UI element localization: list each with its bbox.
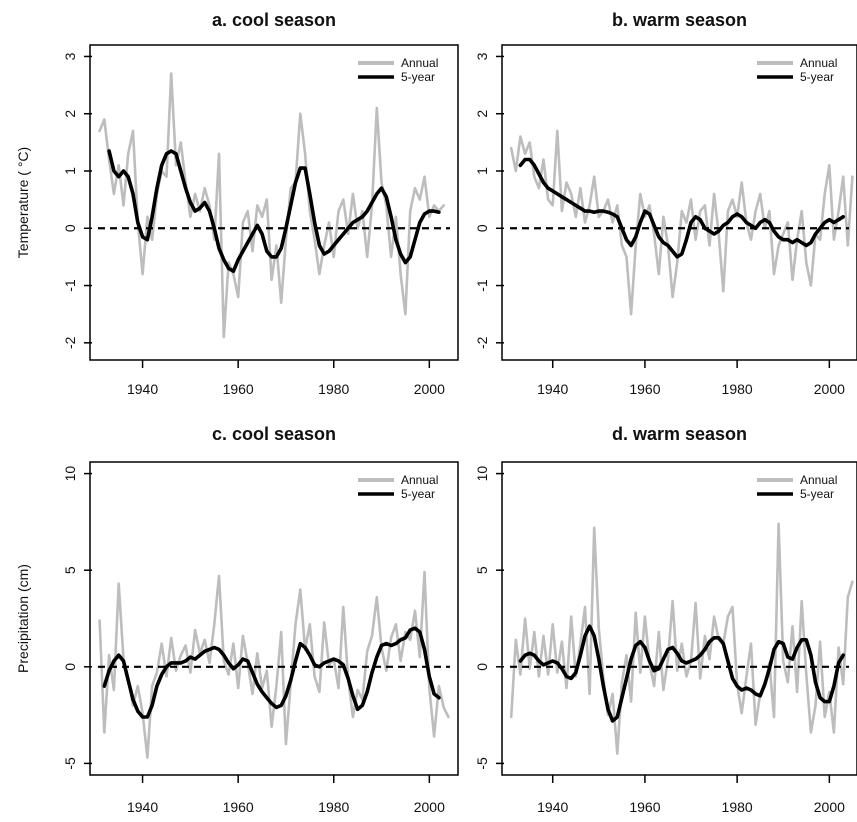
panel-title: c. cool season: [212, 424, 336, 444]
annual-series-line: [509, 522, 854, 756]
x-tick-label: 1980: [722, 381, 753, 397]
x-tick-label: 1980: [722, 799, 753, 815]
y-tick-label: 2: [474, 110, 490, 118]
x-tick-label: 2000: [414, 381, 445, 397]
y-tick-label: 5: [62, 566, 78, 574]
y-tick-label: -5: [474, 757, 490, 770]
five-year-series-line: [518, 624, 846, 723]
annual-series-line: [98, 72, 446, 339]
plot-frame: [89, 44, 459, 361]
five-year-series-line: [107, 149, 441, 274]
x-tick-label: 1980: [318, 799, 349, 815]
plot-lines: [98, 72, 450, 339]
x-tick-label: 1940: [127, 799, 158, 815]
panel-0: a. cool season Temperature ( °C) -2 -1 0 1 2 3 1…: [15, 10, 459, 397]
legend-label: 5-year: [800, 487, 834, 501]
y-tick-label: 0: [474, 224, 490, 232]
plot-lines: [509, 522, 854, 756]
x-tick-label: 1960: [629, 799, 660, 815]
x-tick-label: 2000: [414, 799, 445, 815]
five-year-series-line: [518, 157, 846, 259]
y-tick-label: -2: [474, 336, 490, 349]
y-tick-label: 5: [474, 566, 490, 574]
y-tick-label: 0: [62, 224, 78, 232]
x-tick-label: 2000: [814, 381, 845, 397]
legend-label: 5-year: [401, 70, 435, 84]
plot-lines: [509, 129, 854, 316]
y-axis-label: Precipitation (cm): [15, 564, 31, 673]
y-tick-label: 3: [474, 52, 490, 60]
y-tick-label: -1: [62, 279, 78, 292]
y-tick-label: 3: [62, 52, 78, 60]
plot-frame: [501, 461, 857, 776]
panel-title: a. cool season: [212, 10, 336, 30]
y-tick-label: -1: [474, 279, 490, 292]
legend-label: Annual: [800, 473, 837, 487]
x-tick-label: 1940: [537, 381, 568, 397]
x-tick-label: 1960: [223, 799, 254, 815]
legend-label: Annual: [401, 473, 438, 487]
x-tick-label: 2000: [814, 799, 845, 815]
y-tick-label: 10: [62, 466, 78, 482]
y-axis-label: Temperature ( °C): [15, 147, 31, 258]
y-tick-label: -5: [62, 757, 78, 770]
x-tick-label: 1960: [223, 381, 254, 397]
plot-lines: [98, 570, 450, 759]
y-tick-label: 1: [62, 167, 78, 175]
y-tick-label: 2: [62, 110, 78, 118]
panel-title: d. warm season: [612, 424, 747, 444]
panel-1: b. warm season -2 -1 0 1 2 3 1940 1960 1980 2000 An…: [474, 10, 857, 397]
y-tick-label: 0: [474, 663, 490, 671]
x-tick-label: 1940: [537, 799, 568, 815]
y-tick-label: -2: [62, 336, 78, 349]
y-tick-label: 10: [474, 466, 490, 482]
panel-title: b. warm season: [612, 10, 747, 30]
legend-label: Annual: [800, 56, 837, 70]
x-tick-label: 1940: [127, 381, 158, 397]
y-tick-label: 0: [62, 663, 78, 671]
panel-3: d. warm season -5 0 5 10 1940 1960 1980 2000 Annu…: [474, 424, 857, 815]
annual-series-line: [509, 129, 854, 316]
annual-series-line: [98, 570, 450, 759]
y-tick-label: 1: [474, 167, 490, 175]
legend-label: 5-year: [800, 70, 834, 84]
five-year-series-line: [102, 626, 441, 719]
x-tick-label: 1960: [629, 381, 660, 397]
legend-label: Annual: [401, 56, 438, 70]
legend-label: 5-year: [401, 487, 435, 501]
plot-frame: [501, 44, 857, 361]
panel-2: c. cool season Precipitation (cm) -5 0 5 10 19…: [15, 424, 459, 815]
plot-frame: [89, 461, 459, 776]
x-tick-label: 1980: [318, 381, 349, 397]
